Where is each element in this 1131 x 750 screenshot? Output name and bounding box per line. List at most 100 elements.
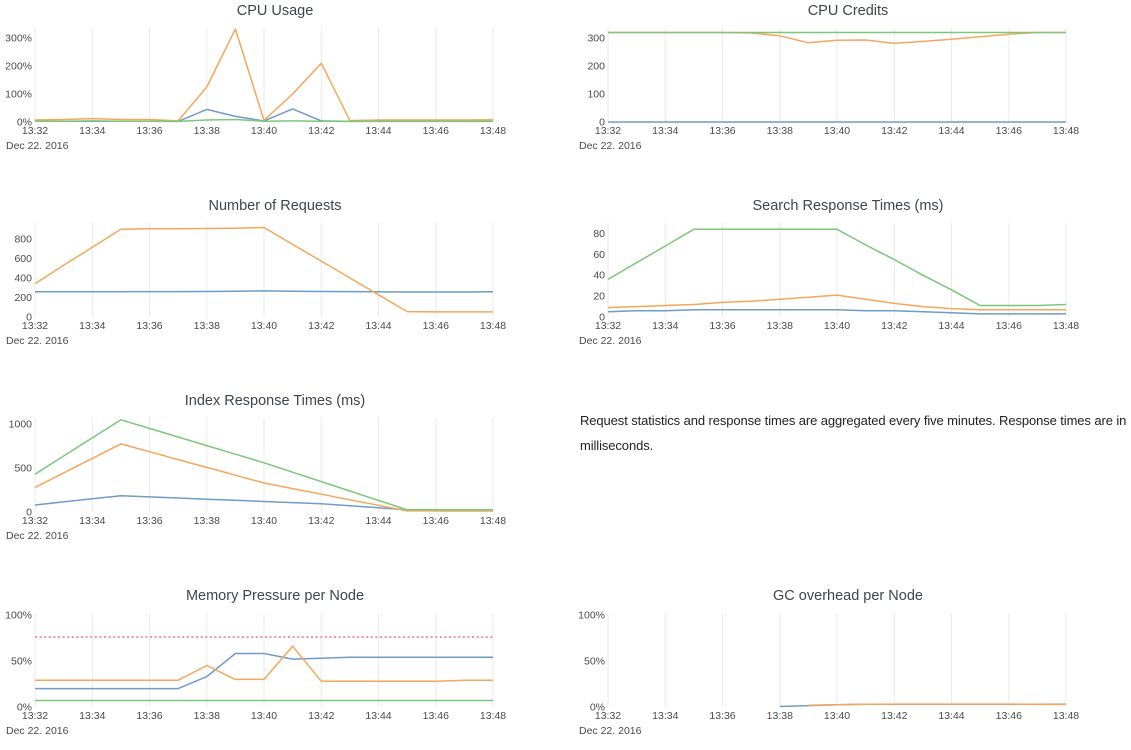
y-tick-label: 800 (14, 234, 32, 246)
y-tick-label: 0 (26, 507, 32, 519)
y-tick-label: 50% (584, 655, 605, 667)
y-tick-label: 0 (26, 312, 32, 324)
y-tick-label: 500 (14, 463, 32, 475)
x-tick-label: 13:42 (308, 710, 334, 722)
chart-title-cpu-credits: CPU Credits (807, 3, 889, 19)
y-tick-label: 100 (587, 89, 605, 101)
series-blue-line (35, 290, 494, 293)
series-blue-line (607, 308, 1066, 315)
y-tick-label: 20 (593, 291, 605, 303)
chart-title-memory-pressure: Memory Pressure per Node (185, 588, 365, 604)
x-tick-label: 13:42 (308, 125, 334, 137)
y-tick-label: 0% (17, 702, 32, 714)
x-tick-label: 13:32 (595, 320, 621, 332)
x-tick-label: 13:38 (194, 320, 220, 332)
y-tick-label: 40 (593, 270, 605, 282)
series-green-line (34, 118, 493, 123)
x-tick-label: 13:46 (996, 125, 1022, 137)
x-tick-label: 13:36 (136, 710, 162, 722)
date-label: Dec 22. 2016 (6, 725, 69, 737)
chart-number-of-requests: Number of Requests 0 200 400 600 800 13:32 13:… (0, 195, 573, 355)
x-tick-label: 13:40 (824, 320, 850, 332)
x-tick-label: 13:38 (767, 320, 793, 332)
x-tick-label: 13:34 (79, 710, 105, 722)
y-tick-label: 0 (599, 312, 605, 324)
chart-plot-cpu-usage: 0% 100% 200% 300% 13:32 13:34 13:36 13:38 13:40 1… (5, 28, 506, 152)
y-tick-label: 200 (587, 61, 605, 73)
y-tick-label: 80 (593, 228, 605, 240)
y-tick-label: 0% (590, 702, 605, 714)
y-tick-label: 400 (14, 273, 32, 285)
y-tick-label: 0% (17, 117, 32, 129)
chart-gc-overhead: GC overhead per Node 0% 50% 100% 13:32 13:34… (573, 585, 1131, 745)
series-green-line (34, 419, 493, 511)
chart-plot-memory-pressure: 0% 50% 100% 13:32 13:34 13:36 13:38 13:40 13:42 1… (5, 609, 506, 737)
x-tick-label: 13:40 (824, 125, 850, 137)
chart-title-gc-overhead: GC overhead per Node (773, 588, 923, 604)
x-tick-label: 13:38 (194, 125, 220, 137)
x-tick-label: 13:36 (709, 710, 735, 722)
x-tick-label: 13:48 (480, 125, 506, 137)
series-orange-line (808, 703, 1066, 706)
chart-plot-cpu-credits: 0 100 200 300 13:32 13:34 13:36 13:38 13:40 13:42… (579, 28, 1079, 152)
y-tick-label: 0 (599, 117, 605, 129)
x-tick-label: 13:46 (423, 710, 449, 722)
series-blue-line (35, 652, 493, 690)
chart-search-response-times: Search Response Times (ms) 0 20 40 60 80 13:3… (573, 195, 1131, 355)
x-tick-label: 13:34 (652, 710, 678, 722)
chart-index-response-times: Index Response Times (ms) 0 500 1000 13:32 1… (0, 390, 573, 550)
x-tick-label: 13:32 (22, 125, 48, 137)
x-tick-label: 13:44 (365, 125, 391, 137)
x-tick-label: 13:34 (79, 515, 105, 527)
x-tick-label: 13:48 (1053, 320, 1079, 332)
x-tick-label: 13:32 (22, 320, 48, 332)
date-label: Dec 22. 2016 (579, 725, 642, 737)
x-tick-label: 13:44 (938, 125, 964, 137)
x-tick-label: 13:42 (881, 125, 907, 137)
chart-cpu-credits: CPU Credits 0 100 200 300 13:32 13:34 13:36 13:… (573, 0, 1131, 160)
y-tick-label: 200% (5, 61, 32, 73)
y-tick-label: 100% (5, 609, 32, 621)
date-label: Dec 22. 2016 (6, 530, 69, 542)
y-tick-label: 60 (593, 249, 605, 261)
chart-title-search-response-times: Search Response Times (ms) (752, 198, 944, 214)
x-tick-label: 13:36 (136, 515, 162, 527)
chart-memory-pressure: Memory Pressure per Node 0% 50% 100% 13:32 1… (0, 585, 573, 745)
x-tick-label: 13:46 (423, 515, 449, 527)
series-green-line (607, 228, 1067, 307)
chart-cpu-usage: CPU Usage 0% 100% 200% 300% 13:32 13:34 13:36 1… (0, 0, 573, 160)
x-tick-label: 13:38 (767, 125, 793, 137)
x-tick-label: 13:44 (365, 710, 391, 722)
x-tick-label: 13:34 (79, 125, 105, 137)
x-tick-label: 13:44 (938, 320, 964, 332)
chart-title-index-response-times: Index Response Times (ms) (184, 393, 366, 409)
x-tick-label: 13:40 (251, 320, 277, 332)
x-tick-label: 13:42 (881, 710, 907, 722)
series-orange-line (34, 443, 493, 512)
x-tick-label: 13:32 (22, 515, 48, 527)
chart-plot-gc-overhead: 0% 50% 100% 13:32 13:34 13:36 13:38 13:40 13:42 1… (578, 609, 1079, 737)
x-tick-label: 13:38 (767, 710, 793, 722)
chart-plot-search-response-times: 0 20 40 60 80 13:32 13:34 13:36 13:38 13:40 13:42 1… (579, 223, 1079, 347)
chart-title-number-of-requests: Number of Requests (208, 198, 342, 214)
x-tick-label: 13:36 (136, 320, 162, 332)
y-tick-label: 600 (14, 253, 32, 265)
x-tick-label: 13:48 (480, 320, 506, 332)
x-tick-label: 13:48 (480, 710, 506, 722)
chart-plot-index-response-times: 0 500 1000 13:32 13:34 13:36 13:38 13:40 13:42 13… (6, 418, 506, 542)
y-tick-label: 100% (578, 609, 605, 621)
x-tick-label: 13:36 (709, 320, 735, 332)
y-tick-label: 300% (5, 33, 32, 45)
x-tick-label: 13:44 (365, 320, 391, 332)
x-tick-label: 13:40 (251, 125, 277, 137)
x-tick-label: 13:42 (881, 320, 907, 332)
date-label: Dec 22. 2016 (579, 140, 642, 152)
x-tick-label: 13:48 (1053, 125, 1079, 137)
x-tick-label: 13:46 (423, 320, 449, 332)
series-orange-line (35, 645, 493, 682)
y-tick-label: 1000 (9, 419, 33, 431)
y-tick-label: 200 (14, 292, 32, 304)
y-tick-label: 50% (11, 655, 32, 667)
x-tick-label: 13:34 (79, 320, 105, 332)
